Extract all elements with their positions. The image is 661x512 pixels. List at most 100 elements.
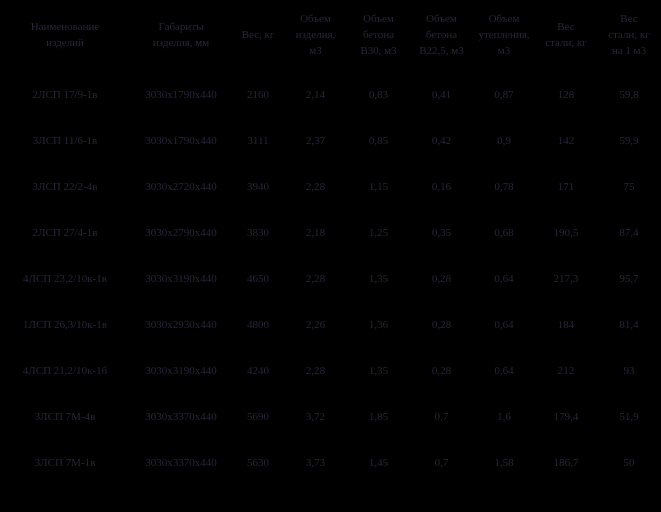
column-header-concrete-b22-5: Объем бетона В22,5, м3 (419, 13, 464, 57)
table-cell: 179,4 (553, 411, 579, 423)
table-cell: 59,9 (619, 135, 639, 147)
table-body: 2ЛСП 17/9-1в 3030х1790х440 2160 2,14 0,83 0,4… (0, 72, 661, 486)
column-header-insulation: Объем утепления, м3 (478, 13, 530, 57)
table-cell: 190,5 (553, 227, 579, 239)
table-cell: 0,64 (494, 365, 514, 377)
table-row: 2ЛСП 17/9-1в 3030х1790х440 2160 2,14 0,83 0,4… (0, 72, 661, 118)
column-header-concrete-b30: Объем бетона В30, м3 (360, 13, 397, 57)
table-row: 1ЛСП 26,3/10к-1в 3030х2930х440 4800 2,26 1,3… (0, 302, 661, 348)
table-row: 4ЛСП 21,2/10к-1б 3030х3190х440 4240 2,28 1,3… (0, 348, 661, 394)
column-header-weight: Вес, кг (241, 29, 275, 42)
table-cell: 3111 (247, 135, 269, 147)
table-cell: 3030х1790х440 (145, 135, 217, 147)
table-cell: 142 (557, 135, 575, 147)
table-cell: 3,72 (305, 411, 326, 423)
table-cell: 2,28 (305, 181, 326, 193)
column-header-steel-weight: Вес стали, кг (545, 21, 587, 49)
table-cell: 3030х2720х440 (145, 181, 217, 193)
table-cell: 1,35 (368, 365, 389, 377)
table-cell: 51,9 (619, 411, 639, 423)
table-cell: 2ЛСП 27/4-1в (32, 227, 98, 239)
table-cell: 5690 (247, 411, 269, 423)
table-cell: 1,85 (368, 411, 389, 423)
table-cell: 5630 (247, 457, 269, 469)
table-cell: 75 (623, 181, 635, 193)
table-cell: 184 (557, 319, 575, 331)
column-header-name: Наименование изделий (30, 21, 100, 49)
table-cell: 1,6 (497, 411, 511, 423)
table-cell: 1,15 (368, 181, 389, 193)
table-cell: 0,64 (494, 273, 514, 285)
table-cell: 4ЛСП 21,2/10к-1б (22, 365, 108, 377)
table-cell: 2,26 (305, 319, 326, 331)
table-cell: 217,3 (553, 273, 579, 285)
table-cell: 2,14 (305, 89, 326, 101)
table-cell: 3ЛСП 22/2-4в (32, 181, 98, 193)
column-header-dimensions: Габариты изделия, мм (152, 21, 210, 49)
table-cell: 3030х3370х440 (145, 457, 217, 469)
table-cell: 3030х3190х440 (145, 273, 217, 285)
table-cell: 1,25 (368, 227, 389, 239)
table-cell: 93 (623, 365, 635, 377)
table-cell: 95,7 (619, 273, 639, 285)
table-cell: 4800 (247, 319, 269, 331)
table-cell: 4ЛСП 23,2/10к-1в (23, 273, 107, 285)
table-cell: 212 (557, 365, 575, 377)
table-cell: 0,42 (431, 135, 452, 147)
table-cell: 3830 (247, 227, 269, 239)
table-cell: 1,58 (494, 457, 514, 469)
table-cell: 0,7 (434, 411, 449, 423)
table-cell: 0,41 (431, 89, 452, 101)
table-cell: 81,4 (619, 319, 639, 331)
table-cell: 0,28 (431, 319, 452, 331)
table-row: 3ЛСП 7М-4в 3030х3370х440 5690 3,72 1,85 0,7 1,… (0, 394, 661, 440)
table-row: 3ЛСП 22/2-4в 3030х2720х440 3940 2,28 1,15 0,1… (0, 164, 661, 210)
table-cell: 3940 (247, 181, 269, 193)
table-cell: 0,7 (434, 457, 449, 469)
table-cell: 50 (623, 457, 635, 469)
table-cell: 3ЛСП 11/6-1в (32, 135, 98, 147)
table-row: 4ЛСП 23,2/10к-1в 3030х3190х440 4650 2,28 1,3… (0, 256, 661, 302)
table-cell: 3030х3370х440 (145, 411, 217, 423)
table-cell: 2160 (247, 89, 269, 101)
table-cell: 87,4 (619, 227, 639, 239)
table-cell: 3030х2790х440 (145, 227, 217, 239)
header-row: Наименование изделий Габариты изделия, м… (0, 0, 661, 72)
table-cell: 171 (557, 181, 575, 193)
table-cell: 0,35 (431, 227, 452, 239)
products-table: Наименование изделий Габариты изделия, м… (0, 0, 661, 486)
table-cell: 59,8 (619, 89, 639, 101)
table-cell: 1,45 (368, 457, 389, 469)
table-cell: 0,87 (494, 89, 514, 101)
table-cell: 4240 (247, 365, 269, 377)
table-cell: 0,85 (368, 135, 389, 147)
table-cell: 2ЛСП 17/9-1в (32, 89, 98, 101)
table-cell: 0,68 (494, 227, 514, 239)
table-cell: 128 (557, 89, 575, 101)
table-cell: 1ЛСП 26,3/10к-1в (23, 319, 107, 331)
table-cell: 0,28 (431, 273, 452, 285)
table-cell: 3030х3190х440 (145, 365, 217, 377)
table-cell: 0,28 (431, 365, 452, 377)
table-cell: 2,37 (305, 135, 326, 147)
table-cell: 3ЛСП 7М-1в (34, 457, 96, 469)
table-cell: 0,16 (431, 181, 452, 193)
table-cell: 1,35 (368, 273, 389, 285)
table-cell: 0,9 (497, 135, 511, 147)
table-cell: 3030х1790х440 (145, 89, 217, 101)
table-cell: 0,78 (494, 181, 514, 193)
table-row: 3ЛСП 11/6-1в 3030х1790х440 3111 2,37 0,85 0,4… (0, 118, 661, 164)
table-cell: 2,28 (305, 273, 326, 285)
table-cell: 3030х2930х440 (145, 319, 217, 331)
column-header-item-volume: Объем изделия, м3 (295, 13, 336, 57)
table-cell: 0,83 (368, 89, 389, 101)
table-cell: 2,18 (305, 227, 326, 239)
table-cell: 3ЛСП 7М-4в (34, 411, 96, 423)
table-header: Наименование изделий Габариты изделия, м… (0, 0, 661, 72)
table-cell: 0,64 (494, 319, 514, 331)
table-cell: 2,28 (305, 365, 326, 377)
table-cell: 4650 (247, 273, 269, 285)
table-cell: 3,73 (305, 457, 326, 469)
table-cell: 1,36 (368, 319, 389, 331)
